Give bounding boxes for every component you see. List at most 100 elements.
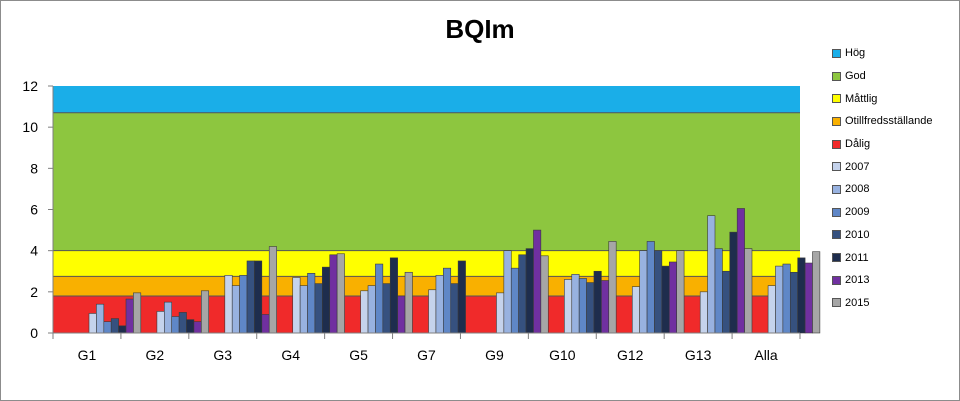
x-tick-label: G4: [281, 347, 300, 363]
bar-2008-G5: [367, 285, 376, 334]
legend-item: 2011: [832, 246, 932, 269]
bar-2008-G13: [707, 215, 716, 334]
legend-item: 2009: [832, 201, 932, 224]
bar-2013-G12: [668, 261, 677, 334]
bar-2011-G12: [661, 265, 670, 334]
legend-label: Hög: [845, 47, 866, 60]
bar-2007-G3: [224, 275, 233, 334]
bar-2011-G13: [729, 231, 738, 334]
legend-label: God: [845, 70, 866, 83]
bar-2008-G1: [96, 303, 105, 334]
legend-item: 2015: [832, 292, 932, 315]
bar-2009-Alla: [782, 263, 791, 334]
y-tick-label: 4: [30, 243, 38, 259]
bar-2007-G5: [360, 290, 369, 334]
legend-label: 2015: [845, 296, 870, 309]
y-tick-label: 6: [30, 202, 38, 218]
bar-2010-G13: [722, 270, 731, 334]
bar-2007-G7: [428, 289, 437, 334]
x-tick-label: G13: [685, 347, 712, 363]
bar-2010-G2: [178, 312, 187, 334]
legend-label: Dålig: [845, 138, 871, 151]
bar-2009-G3: [239, 275, 248, 334]
legend-item: Otillfredsställande: [832, 110, 932, 133]
legend-swatch: [832, 139, 841, 149]
bar-2015-G9: [540, 255, 549, 334]
legend-swatch: [832, 162, 841, 172]
bar-2009-G12: [646, 241, 655, 334]
bar-2008-G3: [231, 285, 240, 334]
bar-2015-G12: [676, 250, 685, 334]
bar-2008-G4: [299, 285, 308, 334]
bar-2011-G7: [457, 260, 466, 334]
bar-2015-G1: [133, 292, 142, 334]
bar-2007-G4: [292, 277, 301, 334]
band-3: [53, 276, 800, 296]
bar-2009-G4: [307, 273, 316, 334]
y-tick-label: 8: [30, 160, 38, 176]
bar-2011-G2: [186, 319, 195, 334]
y-tick-label: 12: [22, 78, 38, 94]
legend: Hög God Måttlig Otillfredsställande Dålig 200…: [832, 42, 932, 314]
bar-2013-G9: [533, 229, 542, 334]
band-1: [53, 112, 800, 251]
bar-2013-G3: [261, 314, 270, 334]
legend-item: 2008: [832, 178, 932, 201]
bar-2015-G5: [404, 271, 413, 334]
legend-swatch: [832, 207, 841, 217]
band-0: [53, 86, 800, 113]
legend-label: Otillfredsställande: [845, 115, 933, 128]
legend-swatch: [832, 184, 841, 194]
bar-2009-G10: [578, 278, 587, 334]
bar-2013-G4: [329, 254, 338, 334]
bar-2011-G5: [389, 257, 398, 334]
bar-2007-G1: [88, 313, 97, 334]
bar-2010-G3: [246, 260, 255, 334]
y-tick-label: 2: [30, 284, 38, 300]
y-tick-label: 10: [22, 119, 38, 135]
x-tick-label: G10: [549, 347, 576, 363]
bar-2015-G2: [201, 290, 210, 334]
bar-2008-G10: [571, 274, 580, 334]
bar-marks: [88, 208, 821, 334]
bar-2010-G12: [654, 250, 663, 334]
bar-2007-G10: [564, 279, 573, 334]
bar-2011-G4: [322, 266, 331, 334]
bar-2007-G13: [699, 291, 708, 334]
bar-2011-G3: [254, 260, 263, 334]
legend-item: 2010: [832, 224, 932, 247]
bar-2013-G2: [193, 321, 202, 334]
x-tick-label: G3: [213, 347, 232, 363]
legend-swatch: [832, 116, 841, 126]
legend-swatch: [832, 71, 841, 81]
legend-item: God: [832, 65, 932, 88]
legend-swatch: [832, 253, 841, 263]
bar-2010-G5: [382, 283, 391, 334]
legend-label: 2013: [845, 274, 870, 287]
legend-label: 2011: [845, 251, 869, 264]
axes: 0 2 4 6 8 10 12 G1 G2 G3 G4 G5 G7 G9 G10 G12 G13 Alla: [22, 78, 801, 363]
bar-2013-G1: [125, 298, 134, 334]
bar-2010-G7: [450, 283, 459, 334]
x-tick-label: G1: [78, 347, 97, 363]
x-tick-label: G9: [485, 347, 504, 363]
bar-2009-G7: [443, 267, 452, 334]
bar-2010-Alla: [789, 271, 798, 334]
x-tick-label: Alla: [754, 347, 778, 363]
bar-2011-G10: [593, 270, 602, 334]
legend-label: Måttlig: [845, 92, 878, 105]
x-tick-label: G5: [349, 347, 368, 363]
bar-2011-G9: [525, 248, 534, 334]
legend-item: 2007: [832, 155, 932, 178]
bar-2015-G13: [744, 248, 753, 334]
y-tick-label: 0: [30, 325, 38, 341]
bar-2008-Alla: [775, 265, 784, 334]
legend-label: 2009: [845, 206, 870, 219]
legend-swatch: [832, 298, 841, 308]
x-tick-label: G2: [146, 347, 165, 363]
bar-2009-G1: [103, 321, 112, 334]
bar-2015-G10: [608, 241, 617, 334]
bar-2007-Alla: [767, 285, 776, 334]
bar-2013-G10: [601, 280, 610, 334]
